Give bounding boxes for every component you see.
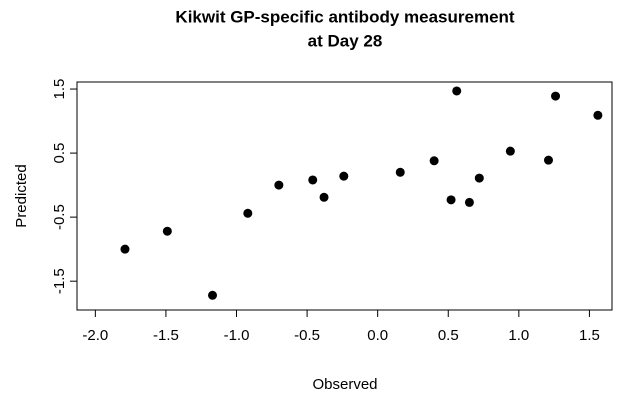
chart-title: Kikwit GP-specific antibody measurement <box>175 7 514 26</box>
x-tick-label: 1.5 <box>579 327 600 344</box>
point <box>208 290 218 300</box>
point <box>505 146 515 156</box>
point <box>120 244 130 254</box>
point <box>543 155 553 165</box>
y-tick-label: -1.5 <box>51 268 68 294</box>
point <box>395 167 405 177</box>
point <box>339 171 349 181</box>
point <box>274 180 284 190</box>
point <box>464 197 474 207</box>
x-axis-label: Observed <box>312 376 377 393</box>
y-tick-label: 0.5 <box>51 143 68 164</box>
chart-title: at Day 28 <box>308 31 383 50</box>
x-tick-label: -2.0 <box>82 327 108 344</box>
x-tick-label: -1.5 <box>153 327 179 344</box>
x-tick-label: -0.5 <box>294 327 320 344</box>
x-tick-label: 1.0 <box>508 327 529 344</box>
point <box>551 91 561 101</box>
point <box>162 226 172 236</box>
point <box>446 195 456 205</box>
x-tick-label: -1.0 <box>224 327 250 344</box>
y-axis-label: Predicted <box>13 164 30 227</box>
y-tick-label: -0.5 <box>51 204 68 230</box>
point <box>593 110 603 120</box>
point <box>308 175 318 185</box>
point <box>243 208 253 218</box>
point <box>319 192 329 202</box>
x-tick-label: 0.5 <box>438 327 459 344</box>
y-tick-label: 1.5 <box>51 79 68 100</box>
point <box>474 173 484 183</box>
point <box>429 156 439 166</box>
x-tick-label: 0.0 <box>367 327 388 344</box>
plot-frame <box>76 81 613 311</box>
point <box>452 86 462 96</box>
